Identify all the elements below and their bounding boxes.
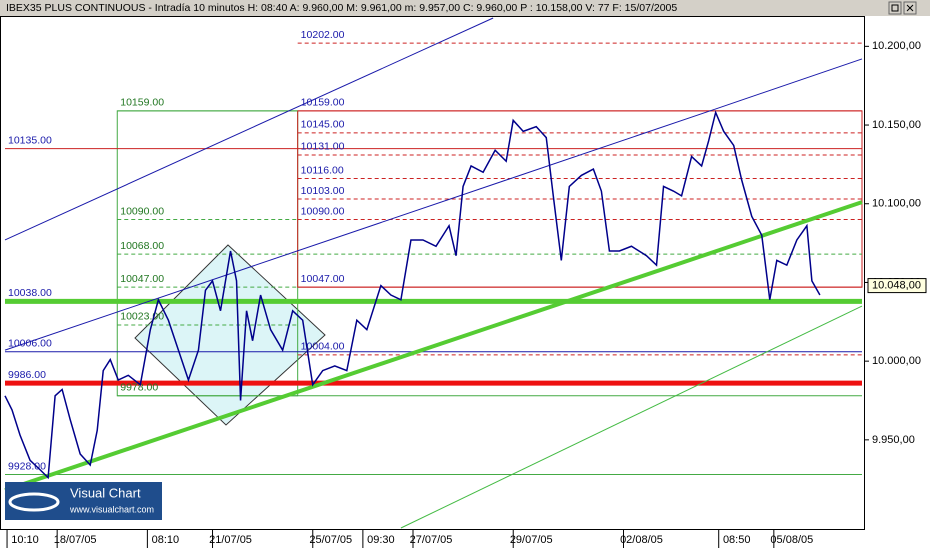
title-bar <box>0 0 930 16</box>
logo[interactable]: Visual Chart www.visualchart.com <box>5 482 162 520</box>
y-tick-label: 10.100,00 <box>872 198 921 210</box>
level-label: 10006.00 <box>8 337 52 349</box>
restore-button[interactable] <box>888 1 902 15</box>
y-tick-label: 10.000,00 <box>872 355 921 367</box>
diamond-annotation <box>134 244 326 426</box>
trendline <box>714 58 863 110</box>
x-tick-label: 08:50 <box>723 534 751 546</box>
x-tick-label: 21/07/05 <box>209 534 252 546</box>
level-label: 10023.00 <box>120 311 164 323</box>
level-label: 10090.00 <box>301 205 345 217</box>
y-tick-label: 10.200,00 <box>872 40 921 52</box>
x-tick-label: 09:30 <box>367 534 395 546</box>
plot-frame <box>0 16 865 530</box>
chart-title: IBEX35 PLUS CONTINUOUS - Intradía 10 min… <box>6 2 677 14</box>
trendline <box>4 200 863 493</box>
x-tick-label: 25/07/05 <box>309 534 352 546</box>
x-tick-label: 29/07/05 <box>510 534 553 546</box>
level-label: 10004.00 <box>301 341 345 353</box>
x-tick-label: 18/07/05 <box>54 534 97 546</box>
y-tick-label: 9.950,00 <box>872 434 915 446</box>
trendline <box>4 17 494 241</box>
level-label: 10116.00 <box>301 164 344 176</box>
close-icon <box>906 4 914 12</box>
window-buttons[interactable] <box>888 1 917 15</box>
level-label: 10038.00 <box>8 287 52 299</box>
level-label: 10047.00 <box>301 273 345 285</box>
logo-icon <box>8 492 60 512</box>
level-label: 10202.00 <box>301 29 345 41</box>
level-label: 10068.00 <box>120 240 164 252</box>
restore-icon <box>891 4 899 12</box>
level-label: 9928.00 <box>8 460 46 472</box>
trendline <box>4 108 715 351</box>
y-tick-label: 10.150,00 <box>872 119 921 131</box>
x-tick-label: 05/08/05 <box>770 534 813 546</box>
logo-url: www.visualchart.com <box>69 504 154 514</box>
level-label: 10047.00 <box>120 273 164 285</box>
x-tick-label: 10:10 <box>11 534 39 546</box>
x-tick-label: 27/07/05 <box>410 534 453 546</box>
last-price-label: 10.048,00 <box>872 279 921 291</box>
level-label: 10090.00 <box>120 205 164 217</box>
level-label: 10135.00 <box>8 134 52 146</box>
x-tick-label: 08:10 <box>152 534 180 546</box>
level-label: 10103.00 <box>301 185 345 197</box>
level-label: 10145.00 <box>301 119 345 131</box>
logo-background <box>5 482 162 520</box>
level-label: 9986.00 <box>8 369 46 381</box>
level-label: 9978.00 <box>120 382 158 394</box>
last-price-box <box>867 278 927 294</box>
level-label: 10159.00 <box>120 97 164 109</box>
x-tick-label: 02/08/05 <box>620 534 663 546</box>
level-label: 10159.00 <box>301 97 345 109</box>
level-label: 10131.00 <box>301 141 345 153</box>
price-line <box>4 110 821 480</box>
trendline <box>400 305 863 529</box>
logo-name: Visual Chart <box>70 485 141 500</box>
